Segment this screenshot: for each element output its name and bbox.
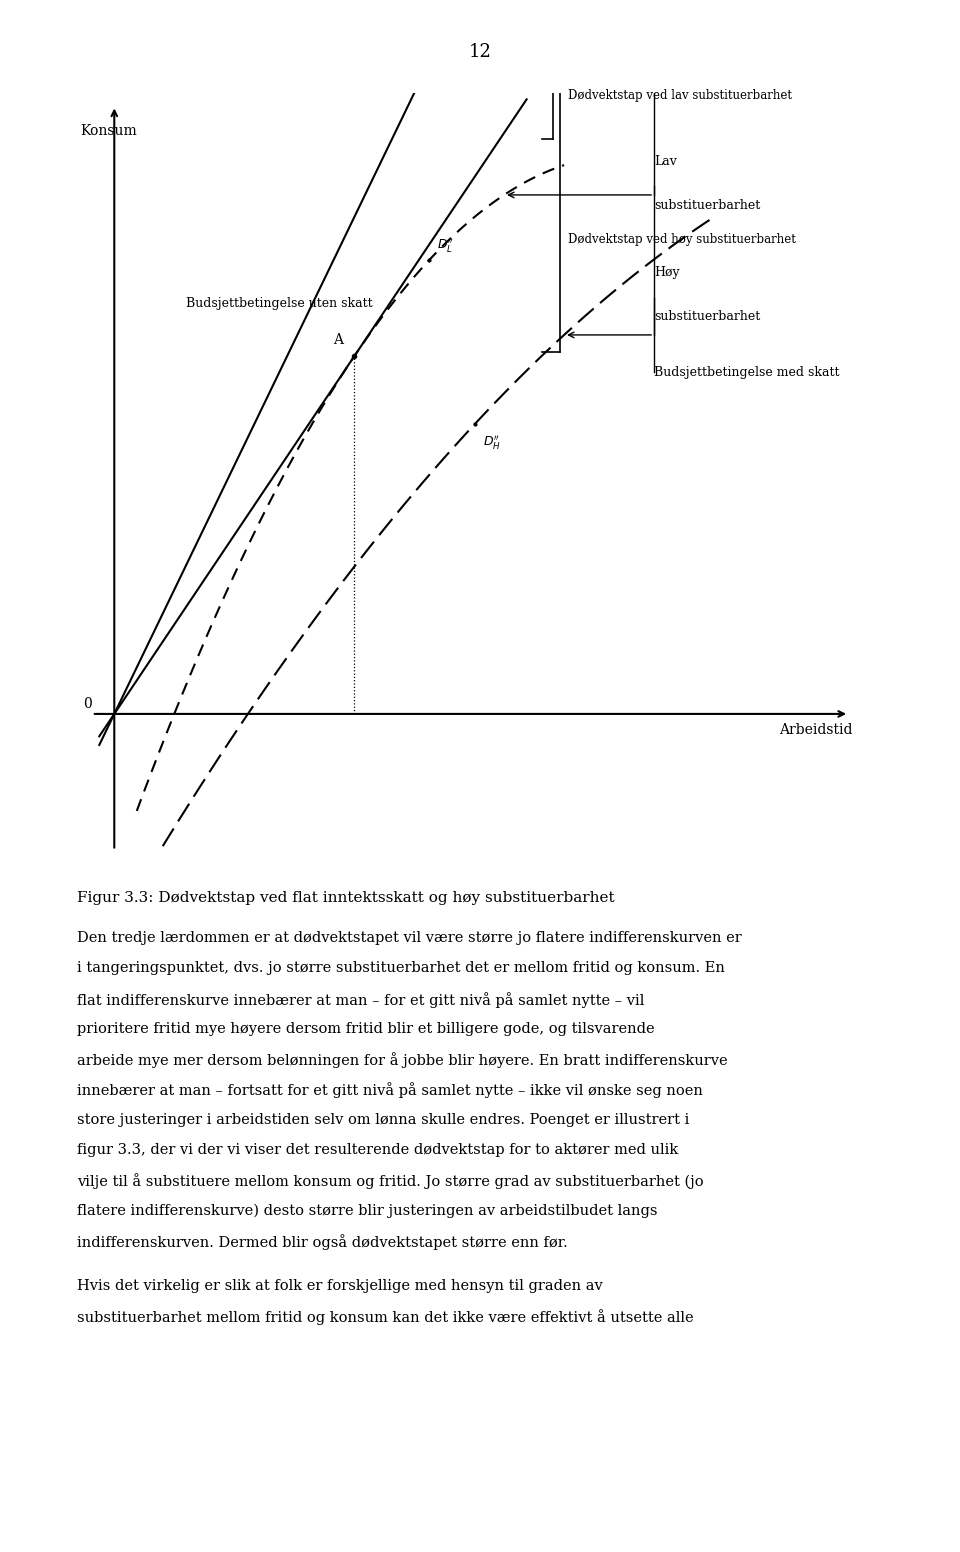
Text: i tangeringspunktet, dvs. jo større substituerbarhet det er mellom fritid og kon: i tangeringspunktet, dvs. jo større subs…	[77, 961, 725, 976]
Text: Dødvektstap ved høy substituerbarhet: Dødvektstap ved høy substituerbarhet	[568, 233, 796, 245]
Text: Hvis det virkelig er slik at folk er forskjellige med hensyn til graden av: Hvis det virkelig er slik at folk er for…	[77, 1279, 603, 1293]
Text: $D_L^{\prime\prime}$: $D_L^{\prime\prime}$	[437, 236, 454, 255]
Text: flat indifferenskurve innebærer at man – for et gitt nivå på samlet nytte – vil: flat indifferenskurve innebærer at man –…	[77, 992, 644, 1007]
Text: Budsjettbetingelse uten skatt: Budsjettbetingelse uten skatt	[186, 298, 372, 310]
Text: Figur 3.3: Dødvektstap ved flat inntektsskatt og høy substituerbarhet: Figur 3.3: Dødvektstap ved flat inntekts…	[77, 891, 614, 905]
Text: Arbeidstid: Arbeidstid	[780, 723, 852, 737]
Text: 12: 12	[468, 43, 492, 62]
Text: Dødvektstap ved lav substituerbarhet: Dødvektstap ved lav substituerbarhet	[568, 88, 792, 102]
Text: Høy: Høy	[654, 267, 680, 279]
Text: substituerbarhet: substituerbarhet	[654, 199, 760, 211]
Text: A: A	[333, 334, 343, 348]
Text: arbeide mye mer dersom belønningen for å jobbe blir høyere. En bratt indifferens: arbeide mye mer dersom belønningen for å…	[77, 1052, 728, 1068]
Text: Budsjettbetingelse med skatt: Budsjettbetingelse med skatt	[654, 366, 840, 379]
Text: prioritere fritid mye høyere dersom fritid blir et billigere gode, og tilsvarend: prioritere fritid mye høyere dersom frit…	[77, 1023, 655, 1037]
Text: figur 3.3, der vi der vi viser det resulterende dødvektstap for to aktører med u: figur 3.3, der vi der vi viser det resul…	[77, 1144, 678, 1158]
Text: Lav: Lav	[654, 155, 677, 168]
Text: Den tredje lærdommen er at dødvektstapet vil være større jo flatere indifferensk: Den tredje lærdommen er at dødvektstapet…	[77, 931, 741, 945]
Text: substituerbarhet mellom fritid og konsum kan det ikke være effektivt å utsette a: substituerbarhet mellom fritid og konsum…	[77, 1310, 693, 1325]
Text: indifferenskurven. Dermed blir også dødvektstapet større enn før.: indifferenskurven. Dermed blir også dødv…	[77, 1234, 567, 1249]
Text: 0: 0	[84, 697, 92, 711]
Text: innebærer at man – fortsatt for et gitt nivå på samlet nytte – ikke vil ønske se: innebærer at man – fortsatt for et gitt …	[77, 1083, 703, 1099]
Text: substituerbarhet: substituerbarhet	[654, 310, 760, 323]
Text: store justeringer i arbeidstiden selv om lønna skulle endres. Poenget er illustr: store justeringer i arbeidstiden selv om…	[77, 1113, 689, 1127]
Text: Konsum: Konsum	[81, 124, 137, 138]
Text: $D_H^{\prime\prime}$: $D_H^{\prime\prime}$	[483, 433, 500, 452]
Text: flatere indifferenskurve) desto større blir justeringen av arbeidstilbudet langs: flatere indifferenskurve) desto større b…	[77, 1204, 658, 1218]
Text: vilje til å substituere mellom konsum og fritid. Jo større grad av substituerbar: vilje til å substituere mellom konsum og…	[77, 1173, 704, 1189]
